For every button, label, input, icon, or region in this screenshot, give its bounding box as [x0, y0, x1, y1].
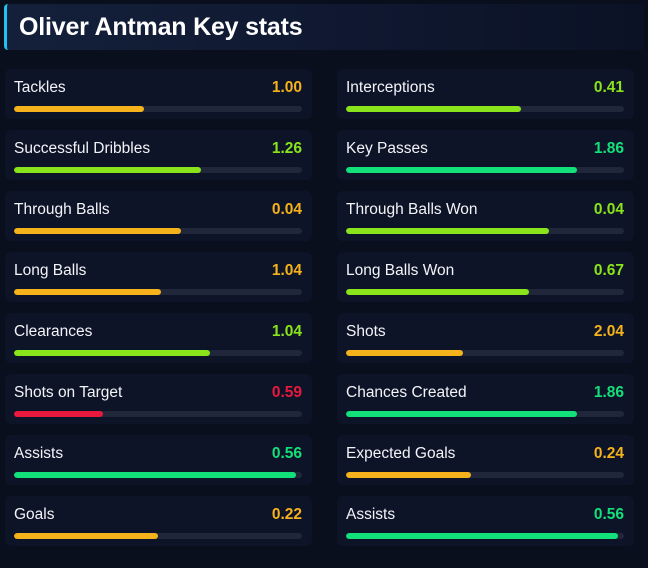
stat-bar-track — [346, 167, 624, 173]
stat-value: 0.56 — [593, 506, 624, 523]
stat-card: Interceptions 0.41 — [337, 69, 634, 119]
stat-card: Clearances 1.04 — [5, 313, 312, 363]
stat-bar-fill — [346, 350, 463, 356]
stat-bar-track — [346, 533, 624, 539]
stat-label: Through Balls — [14, 201, 110, 218]
stat-card: Chances Created 1.86 — [337, 374, 634, 424]
stat-value: 0.41 — [593, 79, 624, 96]
stat-card: Shots on Target 0.59 — [5, 374, 312, 424]
stat-bar-fill — [14, 228, 182, 234]
stat-label: Tackles — [14, 79, 66, 96]
stat-bar-track — [14, 228, 302, 234]
stat-label: Clearances — [14, 323, 93, 340]
page-title: Oliver Antman Key stats — [19, 12, 303, 41]
stat-label: Chances Created — [346, 384, 467, 401]
stat-card: Assists 0.56 — [5, 435, 312, 485]
stat-value: 1.86 — [593, 140, 624, 157]
stat-card: Long Balls Won 0.67 — [337, 252, 634, 302]
stat-value: 0.56 — [271, 445, 302, 462]
stat-bar-track — [346, 228, 624, 234]
stat-label: Assists — [346, 506, 396, 523]
stat-card: Shots 2.04 — [337, 313, 634, 363]
stat-card: Key Passes 1.86 — [337, 130, 634, 180]
stat-bar-track — [14, 350, 302, 356]
stat-bar-track — [346, 472, 624, 478]
stat-bar-track — [346, 350, 624, 356]
stat-value: 0.04 — [271, 201, 302, 218]
stat-bar-fill — [14, 472, 297, 478]
stat-label: Key Passes — [346, 140, 428, 157]
stat-value: 2.04 — [593, 323, 624, 340]
stat-label: Through Balls Won — [346, 201, 478, 218]
stat-label: Interceptions — [346, 79, 435, 96]
stat-card: Expected Goals 0.24 — [337, 435, 634, 485]
stat-label: Shots on Target — [14, 384, 123, 401]
stat-bar-fill — [14, 289, 161, 295]
stat-bar-fill — [14, 350, 210, 356]
stat-value: 1.86 — [593, 384, 624, 401]
stat-label: Successful Dribbles — [14, 140, 151, 157]
stat-bar-track — [14, 472, 302, 478]
stat-bar-fill — [346, 533, 619, 539]
stat-value: 1.04 — [271, 323, 302, 340]
stat-value: 1.04 — [271, 262, 302, 279]
stat-bar-track — [346, 106, 624, 112]
stat-value: 0.59 — [271, 384, 302, 401]
stat-bar-fill — [346, 167, 577, 173]
stat-label: Long Balls Won — [346, 262, 455, 279]
stat-bar-fill — [14, 167, 202, 173]
stat-bar-fill — [14, 533, 158, 539]
stat-value: 0.22 — [271, 506, 302, 523]
stat-label: Assists — [14, 445, 64, 462]
stat-label: Expected Goals — [346, 445, 456, 462]
stat-bar-track — [14, 411, 302, 417]
stat-bar-track — [346, 411, 624, 417]
stat-bar-fill — [346, 106, 522, 112]
stat-bar-fill — [346, 289, 530, 295]
stat-grid: Tackles 1.00 Interceptions 0.41 Successful D… — [5, 69, 634, 546]
stat-bar-fill — [346, 411, 577, 417]
stat-card: Goals 0.22 — [5, 496, 312, 546]
stat-bar-track — [14, 289, 302, 295]
page-header: Oliver Antman Key stats — [4, 4, 644, 50]
stat-card: Tackles 1.00 — [5, 69, 312, 119]
stat-card: Through Balls 0.04 — [5, 191, 312, 241]
stat-bar-track — [346, 289, 624, 295]
stat-bar-fill — [14, 106, 144, 112]
stat-label: Long Balls — [14, 262, 87, 279]
stat-card: Successful Dribbles 1.26 — [5, 130, 312, 180]
stat-label: Shots — [346, 323, 386, 340]
stat-value: 0.04 — [593, 201, 624, 218]
stat-card: Through Balls Won 0.04 — [337, 191, 634, 241]
stat-bar-track — [14, 533, 302, 539]
stat-bar-track — [14, 167, 302, 173]
stat-value: 0.24 — [593, 445, 624, 462]
stat-value: 1.26 — [271, 140, 302, 157]
stat-value: 0.67 — [593, 262, 624, 279]
stat-bar-fill — [14, 411, 104, 417]
stat-bar-track — [14, 106, 302, 112]
stat-card: Assists 0.56 — [337, 496, 634, 546]
stat-bar-fill — [346, 472, 472, 478]
stat-label: Goals — [14, 506, 55, 523]
stat-card: Long Balls 1.04 — [5, 252, 312, 302]
stat-value: 1.00 — [271, 79, 302, 96]
stat-bar-fill — [346, 228, 549, 234]
